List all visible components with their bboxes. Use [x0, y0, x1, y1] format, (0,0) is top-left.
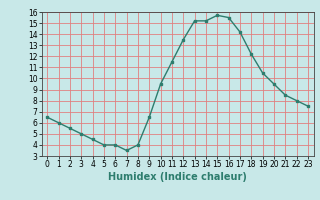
- X-axis label: Humidex (Indice chaleur): Humidex (Indice chaleur): [108, 172, 247, 182]
